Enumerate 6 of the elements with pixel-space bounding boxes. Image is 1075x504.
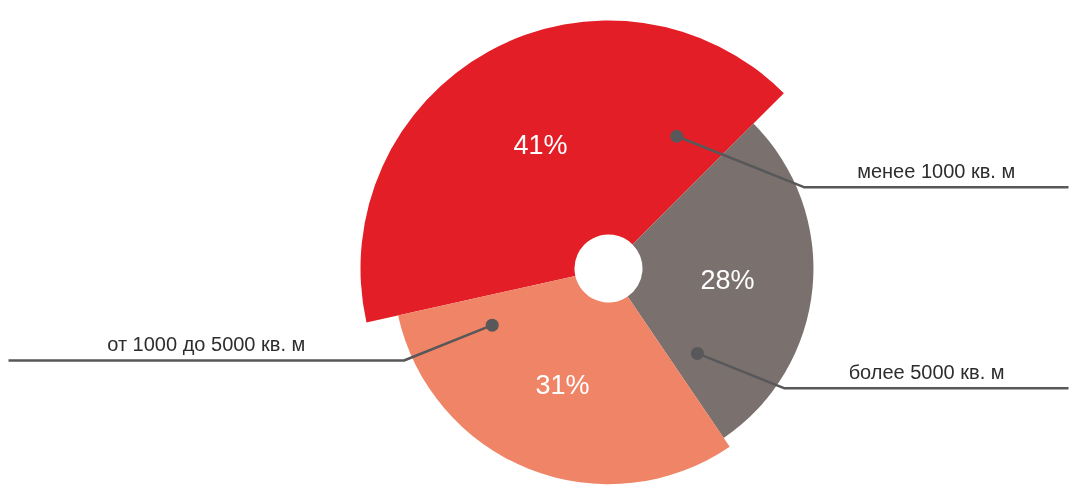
slice-label: менее 1000 кв. м xyxy=(857,160,1016,183)
slice-label: более 5000 кв. м xyxy=(848,361,1005,384)
data-label: 31% xyxy=(535,369,590,400)
slice-label: от 1000 до 5000 кв. м xyxy=(107,333,306,356)
data-label: 41% xyxy=(513,129,568,160)
data-label: 28% xyxy=(700,264,755,295)
